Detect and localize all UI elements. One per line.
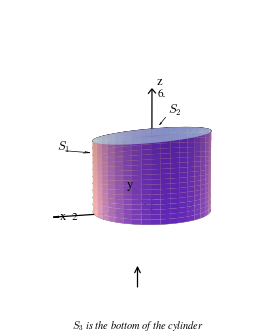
Text: $S_3$ is the bottom of the cylinder: $S_3$ is the bottom of the cylinder [72,319,203,333]
